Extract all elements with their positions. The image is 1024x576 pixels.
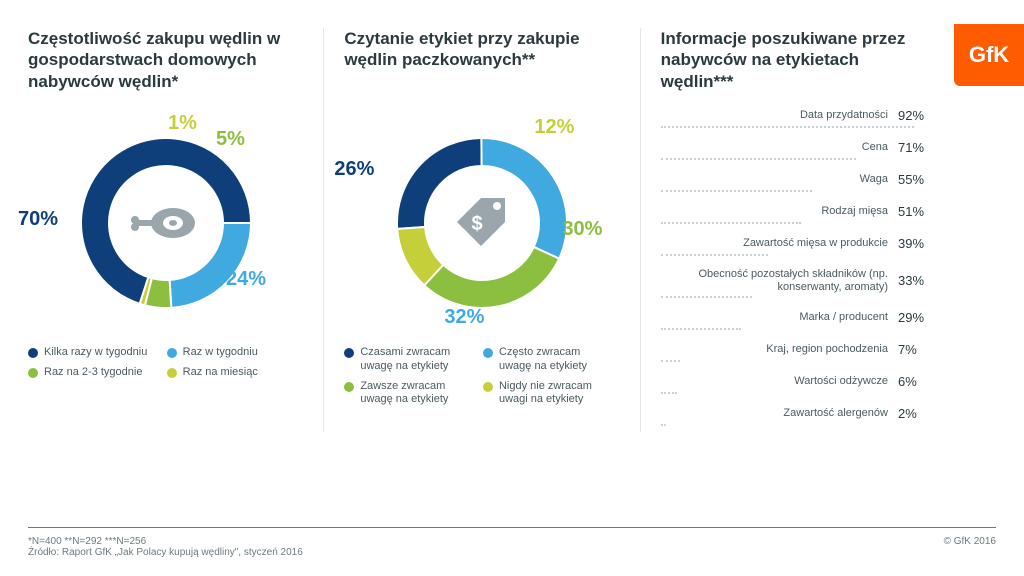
bar-label: Cena [661, 141, 888, 154]
legend-text: Nigdy nie zwracam uwagi na etykiety [499, 380, 610, 408]
bar-row: Marka / producent 29% [661, 310, 936, 336]
legend-item: Zawsze zwracam uwagę na etykiety [344, 380, 471, 408]
bar-track [661, 392, 678, 394]
bar-label: Zawartość alergenów [661, 407, 888, 420]
bar-track [661, 360, 680, 362]
bar-row: Waga 55% [661, 172, 936, 198]
separator-2 [640, 28, 641, 432]
bar-label: Waga [661, 173, 888, 186]
slice-label: 12% [534, 116, 574, 139]
bar-row: Obecność pozostałych składników (np. kon… [661, 268, 936, 304]
col2-title: Czytanie etykiet przy zakupie wędlin pac… [344, 28, 619, 98]
bar-label: Obecność pozostałych składników (np. kon… [661, 268, 888, 293]
legend-item: Często zwracam uwagę na etykiety [483, 346, 610, 374]
bar-track [661, 222, 801, 224]
bar-row: Zawartość mięsa w produkcie 39% [661, 236, 936, 262]
legend-item: Nigdy nie zwracam uwagi na etykiety [483, 380, 610, 408]
bar-label: Wartości odżywcze [661, 375, 888, 388]
legend-text: Często zwracam uwagę na etykiety [499, 346, 610, 374]
legend-swatch [344, 382, 354, 392]
donut-labels: $ 26%32%30%12% [344, 108, 619, 338]
legend-swatch [28, 368, 38, 378]
bar-label: Zawartość mięsa w produkcie [661, 237, 888, 250]
legend-item: Czasami zwracam uwagę na etykiety [344, 346, 471, 374]
legend-text: Raz w tygodniu [183, 346, 258, 360]
bar-label: Rodzaj mięsa [661, 205, 888, 218]
bar-value: 6% [898, 374, 936, 389]
col-frequency: Częstotliwość zakupu wędlin w gospodarst… [28, 28, 303, 432]
legend-swatch [344, 348, 354, 358]
bar-value: 55% [898, 172, 936, 187]
bar-track [661, 328, 741, 330]
svg-text:$: $ [471, 213, 482, 235]
footer-line1: *N=400 **N=292 ***N=256 [28, 536, 303, 547]
legend-text: Czasami zwracam uwagę na etykiety [360, 346, 471, 374]
bar-label: Marka / producent [661, 311, 888, 324]
legend-swatch [483, 348, 493, 358]
bar-row: Wartości odżywcze 6% [661, 374, 936, 400]
ham-icon [131, 188, 201, 258]
legend-item: Raz na miesiąc [167, 366, 294, 380]
slice-label: 30% [562, 218, 602, 241]
bar-list: Data przydatności 92% Cena 71% Waga 55% Rodzaj… [661, 108, 936, 432]
bar-value: 7% [898, 342, 936, 357]
legend-text: Raz na 2-3 tygodnie [44, 366, 142, 380]
bar-value: 29% [898, 310, 936, 325]
footer: *N=400 **N=292 ***N=256 Źródło: Raport G… [28, 527, 996, 558]
bar-value: 71% [898, 140, 936, 155]
bar-row: Kraj, region pochodzenia 7% [661, 342, 936, 368]
col-info: Informacje poszukiwane przez nabywców na… [661, 28, 996, 432]
legend-item: Raz w tygodniu [167, 346, 294, 360]
bar-row: Data przydatności 92% [661, 108, 936, 134]
bar-value: 92% [898, 108, 936, 123]
legend-swatch [483, 382, 493, 392]
legend-item: Raz na 2-3 tygodnie [28, 366, 155, 380]
legend-frequency: Kilka razy w tygodniu Raz w tygodniu Raz n… [28, 346, 303, 380]
price-tag-icon: $ [447, 188, 517, 258]
col1-title: Częstotliwość zakupu wędlin w gospodarst… [28, 28, 303, 98]
slice-label: 32% [444, 306, 484, 329]
slice-label: 5% [216, 128, 245, 151]
bar-track [661, 158, 856, 160]
bar-track [661, 190, 812, 192]
legend-text: Raz na miesiąc [183, 366, 258, 380]
bar-label: Kraj, region pochodzenia [661, 343, 888, 356]
footer-notes: *N=400 **N=292 ***N=256 Źródło: Raport G… [28, 536, 303, 558]
bar-value: 2% [898, 406, 936, 421]
col3-title: Informacje poszukiwane przez nabywców na… [661, 28, 936, 98]
bar-label: Data przydatności [661, 109, 888, 122]
separator-1 [323, 28, 324, 432]
bar-row: Zawartość alergenów 2% [661, 406, 936, 432]
main-grid: Częstotliwość zakupu wędlin w gospodarst… [0, 0, 1024, 432]
bar-track [661, 126, 914, 128]
legend-swatch [167, 348, 177, 358]
col-labels: Czytanie etykiet przy zakupie wędlin pac… [344, 28, 619, 432]
footer-copyright: © GfK 2016 [944, 536, 996, 558]
legend-text: Kilka razy w tygodniu [44, 346, 147, 360]
bar-row: Rodzaj mięsa 51% [661, 204, 936, 230]
slice-label: 26% [334, 158, 374, 181]
bar-track [661, 296, 752, 298]
bar-track [661, 254, 768, 256]
footer-line2: Źródło: Raport GfK „Jak Polacy kupują wę… [28, 547, 303, 558]
bar-row: Cena 71% [661, 140, 936, 166]
legend-swatch [167, 368, 177, 378]
donut-frequency: 70%24%5%1% [28, 108, 303, 338]
bar-track [661, 424, 667, 426]
gfk-logo: GfK [954, 24, 1024, 86]
bar-value: 39% [898, 236, 936, 251]
slice-label: 1% [168, 112, 197, 135]
legend-swatch [28, 348, 38, 358]
bar-value: 33% [898, 273, 936, 288]
bar-value: 51% [898, 204, 936, 219]
legend-labels: Czasami zwracam uwagę na etykiety Często … [344, 346, 619, 407]
slice-label: 24% [226, 268, 266, 291]
legend-item: Kilka razy w tygodniu [28, 346, 155, 360]
slice-label: 70% [18, 208, 58, 231]
legend-text: Zawsze zwracam uwagę na etykiety [360, 380, 471, 408]
